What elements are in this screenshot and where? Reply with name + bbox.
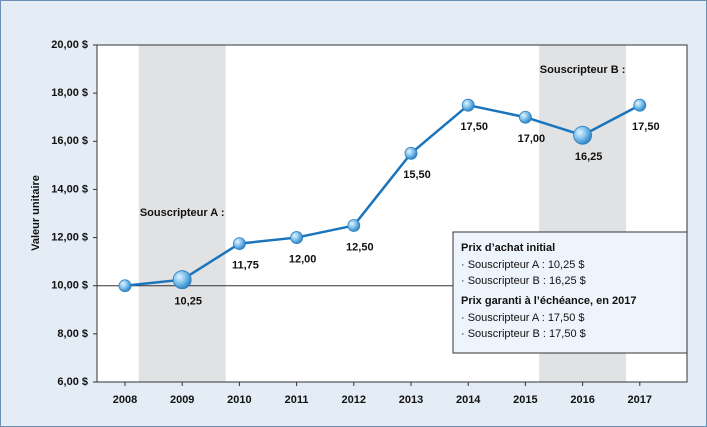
x-tick-label: 2010 — [227, 394, 251, 406]
data-label: 11,75 — [232, 259, 259, 271]
plot-border — [96, 44, 688, 383]
x-tick-label: 2011 — [285, 394, 309, 406]
info-item: · Souscripteur B : 16,25 $ — [461, 275, 586, 287]
x-tick-label: 2012 — [342, 394, 366, 406]
point — [118, 279, 132, 293]
x-tick-label: 2016 — [570, 394, 594, 406]
y-tick-label: 6,00 $ — [57, 376, 88, 388]
data-label: 17,50 — [632, 121, 660, 133]
annotation: Souscripteur A : — [140, 207, 225, 219]
point — [172, 270, 192, 290]
point — [232, 237, 246, 250]
info-box — [452, 231, 688, 354]
point — [404, 146, 418, 160]
data-label: 10,25 — [174, 296, 202, 308]
point — [573, 125, 592, 145]
x-tick-label: 2013 — [399, 394, 423, 406]
info-item: · Souscripteur A : 10,25 $ — [461, 259, 585, 271]
x-tick-label: 2009 — [170, 394, 194, 406]
y-tick-label: 18,00 $ — [51, 87, 88, 99]
y-axis-label: Valeur unitaire — [30, 175, 42, 251]
x-tick-label: 2008 — [113, 394, 137, 406]
info-heading: Prix garanti à l’échéance, en 2017 — [461, 295, 636, 307]
point — [290, 231, 304, 244]
annotation: Souscripteur B : — [540, 64, 626, 76]
info-item: · Souscripteur B : 17,50 $ — [461, 328, 586, 340]
point — [633, 98, 647, 112]
data-label: 12,00 — [289, 253, 317, 265]
data-label: 16,25 — [575, 151, 603, 163]
highlight-band — [138, 45, 226, 382]
data-label: 17,00 — [518, 133, 546, 145]
y-tick-label: 10,00 $ — [51, 280, 88, 292]
data-label: 15,50 — [403, 169, 431, 181]
point — [347, 219, 361, 232]
x-tick-label: 2014 — [456, 394, 481, 406]
y-tick-label: 14,00 $ — [51, 183, 88, 195]
y-tick-label: 16,00 $ — [51, 135, 88, 147]
data-label: 12,50 — [346, 241, 374, 253]
point — [461, 98, 475, 112]
x-tick-label: 2015 — [513, 394, 537, 406]
x-tick-label: 2017 — [628, 394, 652, 406]
y-tick-label: 12,00 $ — [51, 231, 88, 243]
info-item: · Souscripteur A : 17,50 $ — [461, 312, 585, 324]
data-label: 17,50 — [460, 121, 488, 133]
info-heading: Prix d’achat initial — [461, 242, 555, 254]
line — [124, 103, 641, 287]
point — [519, 110, 532, 124]
y-tick-label: 20,00 $ — [51, 39, 88, 51]
y-tick-label: 8,00 $ — [57, 328, 88, 340]
